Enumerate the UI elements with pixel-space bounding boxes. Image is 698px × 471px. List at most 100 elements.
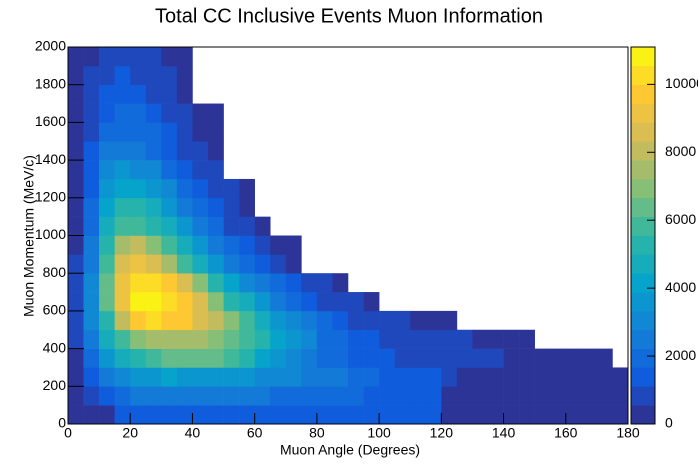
heatmap-cell [565, 405, 582, 425]
heatmap-cell [363, 292, 380, 312]
heatmap-cell [270, 348, 287, 368]
heatmap-cell [332, 348, 349, 368]
heatmap-cell [332, 310, 349, 331]
heatmap-cell [223, 216, 240, 236]
axes: 0 20 40 60 80 100 120 140 160 1800200400600800100… [35, 38, 698, 441]
heatmap-cell [176, 367, 193, 387]
x-tick-label: 20 [122, 425, 138, 441]
heatmap-cell [130, 122, 147, 142]
heatmap-cell [596, 348, 613, 368]
heatmap-cell [161, 405, 178, 425]
heatmap-cell [192, 216, 209, 236]
heatmap-cell [348, 310, 364, 331]
colorbar-band [631, 197, 655, 217]
heatmap-cell [332, 273, 349, 293]
x-tick-label: 160 [554, 425, 578, 441]
colorbar-band [631, 310, 655, 331]
heatmap-cell [456, 386, 473, 406]
heatmap-cell [612, 386, 629, 406]
heatmap-cell [114, 216, 131, 236]
heatmap-cell [348, 292, 364, 312]
heatmap-cell [114, 122, 131, 142]
heatmap-cell [208, 292, 224, 312]
heatmap-cell [254, 329, 271, 349]
y-tick-label: 1600 [35, 113, 66, 129]
heatmap-cell [472, 367, 489, 387]
heatmap-cell [565, 367, 582, 387]
heatmap-cell [488, 367, 504, 387]
heatmap-cell [68, 310, 84, 331]
heatmap-cell [161, 273, 178, 293]
heatmap-cell [208, 254, 224, 274]
heatmap-cell [441, 329, 458, 349]
heatmap-cell [503, 329, 520, 349]
heatmap-cell [99, 310, 115, 331]
heatmap-cell [99, 122, 115, 142]
colorbar-band [631, 386, 655, 406]
heatmap-cell [83, 235, 100, 255]
heatmap-cell [83, 386, 100, 406]
heatmap-cell [145, 386, 162, 406]
heatmap-cell [472, 329, 489, 349]
heatmap-cell [114, 65, 131, 85]
x-tick-label: 100 [367, 425, 391, 441]
heatmap-cell [99, 367, 115, 387]
heatmap-cell [83, 405, 100, 425]
heatmap-cell [176, 122, 193, 142]
y-tick-label: 1800 [35, 75, 66, 91]
heatmap-cell [83, 367, 100, 387]
heatmap-cell [550, 386, 567, 406]
colorbar-band [631, 65, 655, 85]
heatmap-cell [68, 273, 84, 293]
y-tick-label: 800 [43, 264, 67, 280]
heatmap-cell [99, 216, 115, 236]
heatmap-cell [83, 65, 100, 85]
heatmap-cell [130, 84, 147, 104]
y-tick-label: 400 [43, 339, 67, 355]
heatmap-cell [68, 141, 84, 161]
heatmap-cell [130, 292, 147, 312]
heatmap-cell [488, 348, 504, 368]
heatmap-cell [239, 254, 255, 274]
heatmap-cell [99, 235, 115, 255]
y-tick-label: 200 [43, 377, 67, 393]
heatmap-cell [192, 367, 209, 387]
heatmap-cell [161, 65, 178, 85]
heatmap-cell [285, 310, 302, 331]
heatmap-cell [410, 405, 427, 425]
heatmap-cell [316, 292, 333, 312]
heatmap-cell [239, 367, 255, 387]
heatmap-cell [441, 348, 458, 368]
heatmap-cell [99, 160, 115, 180]
heatmap-cell [114, 405, 131, 425]
heatmap-cell [130, 103, 147, 123]
heatmap-cell [192, 329, 209, 349]
heatmap-cell [239, 197, 255, 217]
heatmap-cell [161, 141, 178, 161]
heatmap-cell [176, 235, 193, 255]
heatmap-cell [145, 141, 162, 161]
heatmap-cell [519, 386, 535, 406]
colorbar-band [631, 235, 655, 255]
colorbar-tick-label: 8000 [665, 143, 696, 159]
heatmap-cell [223, 329, 240, 349]
heatmap-cell [99, 292, 115, 312]
colorbar-band [631, 254, 655, 274]
heatmap-cell [68, 348, 84, 368]
colorbar-band [631, 273, 655, 293]
heatmap-cell [161, 310, 178, 331]
heatmap-cell [192, 405, 209, 425]
heatmap-cell [379, 405, 395, 425]
heatmap-cell [301, 273, 318, 293]
heatmap-cell [145, 47, 162, 67]
heatmap-cell [534, 386, 551, 406]
heatmap-cell [550, 405, 567, 425]
heatmap-cell [472, 386, 489, 406]
heatmap-cell [456, 405, 473, 425]
heatmap-cell [254, 367, 271, 387]
colorbar-frame [630, 46, 656, 425]
heatmap-cell [114, 386, 131, 406]
colorbar-band [631, 405, 655, 425]
heatmap-cell [379, 329, 395, 349]
heatmap-cell [316, 405, 333, 425]
